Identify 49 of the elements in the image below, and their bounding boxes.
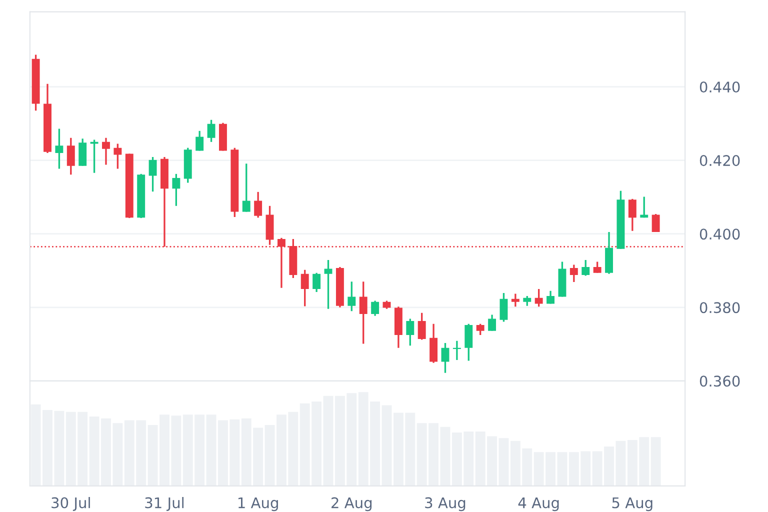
candlestick [300, 269, 309, 308]
candlestick [90, 138, 98, 174]
candlestick [55, 128, 64, 170]
candlestick [114, 142, 122, 170]
candlestick [628, 198, 636, 232]
candlestick [570, 264, 578, 283]
candlestick [371, 300, 380, 317]
candlestick [254, 191, 262, 219]
candlestick [207, 119, 216, 143]
x-tick-label: 2 Aug [332, 497, 372, 512]
candlestick [102, 137, 110, 166]
x-tick-label: 4 Aug [518, 497, 559, 512]
candlestick [348, 280, 356, 312]
candlestick [593, 260, 602, 274]
x-tick-label: 1 Aug [238, 497, 278, 512]
x-tick-label: 3 Aug [425, 497, 466, 512]
candlestick [640, 196, 648, 219]
y-tick-label: 0.360 [700, 376, 740, 387]
x-tick-label: 5 Aug [612, 497, 652, 512]
candlestick [476, 323, 484, 336]
candlestick [196, 130, 204, 152]
candlestick [406, 318, 414, 346]
candlestick [534, 288, 543, 308]
candlestick [148, 156, 157, 192]
candlestick [464, 323, 473, 362]
candlestick [511, 292, 520, 308]
y-tick-label: 0.400 [700, 228, 740, 240]
candlestick [441, 342, 450, 374]
candlestick [488, 314, 496, 332]
candlestick [242, 162, 250, 213]
candlestick [652, 213, 660, 233]
x-tick-label: 31 Jul [145, 497, 184, 511]
x-tick-label: 30 Jul [52, 497, 90, 511]
candlestick [523, 295, 532, 307]
candlestick [582, 259, 590, 277]
candlestick [430, 323, 438, 364]
y-tick-label: 0.420 [700, 155, 740, 166]
y-tick-label: 0.380 [700, 302, 740, 314]
candlestick [66, 137, 75, 176]
candlestick [312, 272, 321, 293]
y-tick-label: 0.440 [700, 82, 740, 93]
candlestick [78, 138, 87, 167]
candlestick [546, 290, 555, 305]
candlestick [418, 312, 426, 341]
candlestick [500, 292, 508, 323]
candlestick [172, 173, 180, 207]
candlestick [324, 259, 332, 310]
candlestick [452, 340, 461, 361]
candlestick [359, 280, 368, 345]
